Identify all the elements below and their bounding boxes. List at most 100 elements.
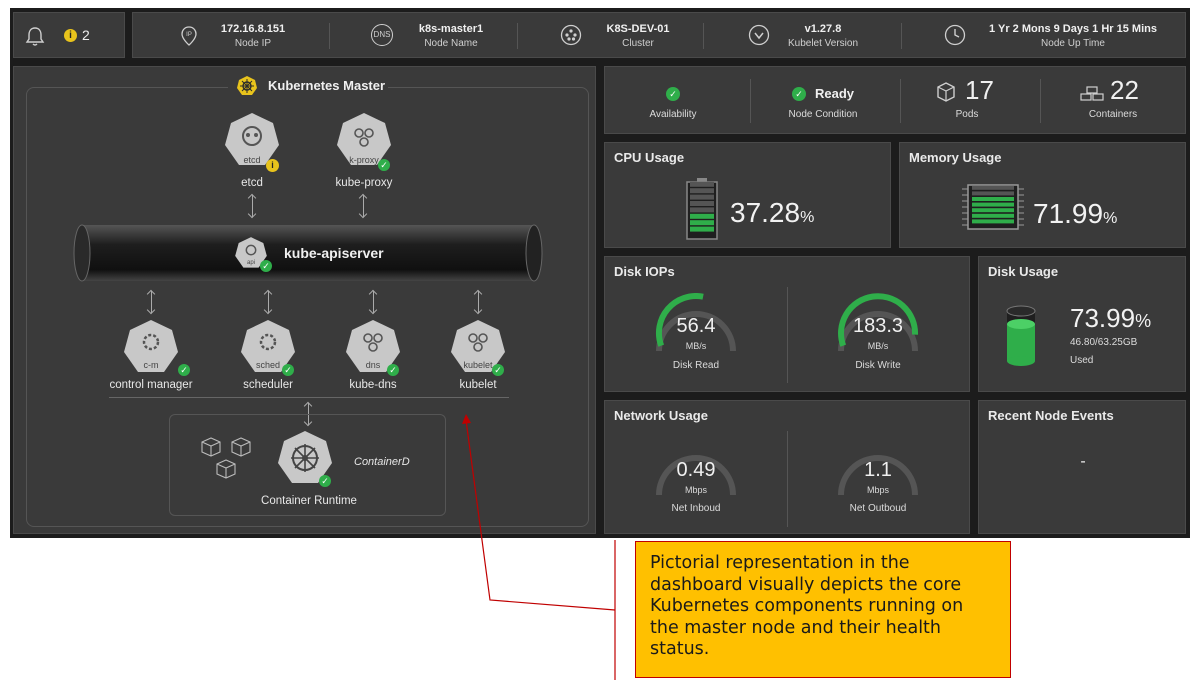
runtime-label: Container Runtime [261, 495, 357, 507]
control-manager-badge: c-m [143, 360, 159, 370]
memory-level-bar [972, 191, 1014, 196]
scheduler-label: scheduler [243, 379, 293, 391]
net-inbound-unit: Mbps [684, 485, 707, 495]
apiserver-cylinder [73, 224, 543, 282]
apiserver-icon[interactable] [234, 236, 268, 270]
clock-icon [944, 24, 966, 46]
cpu-value: 37.28% [730, 197, 815, 228]
memory-level-bar [972, 219, 1014, 224]
kubelet-version-label: Kubelet Version [787, 38, 859, 49]
disk-usage-panel: Disk Usage 73.99% 46.80/63.25GB Used [978, 256, 1186, 392]
node-condition-value: Ready [815, 86, 855, 101]
kubelet-badge: kubelet [463, 360, 493, 370]
cpu-level-bar [690, 194, 714, 200]
net-outbound-label: Net Outboud [849, 503, 907, 514]
kubelet-arrow [478, 291, 479, 313]
containers-stack-icon [1080, 86, 1104, 101]
uptime-value: 1 Yr 2 Mons 9 Days 1 Hr 15 Mins [989, 23, 1157, 35]
disk-usage-title: Disk Usage [988, 264, 1059, 279]
memory-level-bar [972, 185, 1014, 190]
disk-read-label: Disk Read [672, 360, 720, 371]
memory-title: Memory Usage [909, 150, 1002, 165]
memory-usage-panel: Memory Usage 71.99% [899, 142, 1186, 248]
scheduler-icon[interactable] [239, 318, 297, 376]
cluster-label: Cluster [622, 38, 654, 49]
scheduler-arrow [268, 291, 269, 313]
node-ip-value: 172.16.8.151 [220, 23, 286, 35]
events-title: Recent Node Events [988, 408, 1114, 423]
events-value: - [1080, 453, 1086, 470]
control-manager-icon[interactable] [122, 318, 180, 376]
node-condition-check-icon: ✓ [792, 87, 806, 101]
net-inbound-value: 0.49 [676, 459, 716, 481]
bell-icon [25, 27, 45, 46]
disk-iops-title: Disk IOPs [614, 264, 675, 279]
cpu-level-bar [690, 226, 714, 232]
node-name-label: Node Name [424, 38, 478, 49]
cpu-level-bar [690, 213, 714, 219]
cpu-level-bar [690, 220, 714, 226]
container-runtime-icon[interactable] [276, 429, 334, 487]
battery-icon [686, 178, 718, 240]
memory-level-bar [972, 197, 1014, 201]
alerts-panel[interactable]: i 2 [13, 12, 125, 58]
scheduler-badge: sched [255, 360, 281, 370]
network-usage-panel: Network Usage 0.49 Mbps Net Inboud 1.1 M… [604, 400, 970, 534]
kube-dns-icon[interactable] [344, 318, 402, 376]
disk-usage-value: 73.99% [1070, 303, 1152, 333]
container-runtime-box [169, 414, 446, 516]
disk-read-gauge [655, 293, 736, 352]
kubelet-label: kubelet [459, 379, 497, 391]
kubernetes-logo-icon [237, 76, 257, 95]
cpu-level-bar [690, 181, 714, 187]
kubelet-check-icon: ✓ [492, 364, 504, 376]
recent-events-panel[interactable]: Recent Node Events - [978, 400, 1186, 534]
net-inbound-gauge [656, 455, 736, 496]
control-manager-arrow [151, 291, 152, 313]
disk-write-label: Disk Write [855, 360, 901, 371]
cpu-level-bar [690, 201, 714, 206]
kube-proxy-badge: k-proxy [349, 155, 379, 165]
disk-write-unit: MB/s [867, 341, 889, 351]
network-title: Network Usage [614, 408, 708, 423]
control-manager-check-icon: ✓ [178, 364, 190, 376]
availability-label: Availability [649, 109, 697, 120]
net-outbound-gauge [838, 455, 918, 496]
kube-dns-arrow [373, 291, 374, 313]
pods-label: Pods [955, 109, 979, 120]
kube-proxy-label: kube-proxy [335, 177, 393, 189]
net-inbound-label: Net Inboud [671, 503, 721, 514]
kubernetes-master-panel: Kubernetes Master etcd i etcd k-proxy ✓ … [13, 66, 596, 534]
dashboard: i 2 IP 172.16.8.151 Node IP DNS k8s-mast… [10, 8, 1190, 538]
containers-icon [201, 437, 251, 479]
cluster-value: K8S-DEV-01 [606, 23, 670, 35]
warning-icon: i [64, 29, 77, 42]
disk-write-gauge [838, 293, 919, 352]
etcd-arrow [252, 195, 253, 217]
cpu-title: CPU Usage [614, 150, 685, 165]
kube-proxy-check-icon: ✓ [378, 159, 390, 171]
apiserver-check-icon: ✓ [260, 260, 272, 272]
master-title: Kubernetes Master [268, 78, 386, 93]
disk-read-value: 56.4 [676, 315, 716, 337]
memory-value: 71.99% [1033, 198, 1118, 229]
memory-level-bar [972, 202, 1014, 207]
disk-usage-detail: 46.80/63.25GB [1070, 337, 1138, 348]
callout-text: Pictorial representation in the dashboar… [650, 553, 964, 659]
node-condition-label: Node Condition [788, 109, 858, 120]
disk-usage-sub: Used [1070, 355, 1094, 366]
memory-level-bar [972, 208, 1014, 213]
node-name-value: k8s-master1 [418, 23, 484, 35]
scheduler-check-icon: ✓ [282, 364, 294, 376]
etcd-icon[interactable] [223, 111, 281, 169]
kube-proxy-icon[interactable] [335, 111, 393, 169]
pod-icon [937, 82, 955, 102]
disk-cylinder-icon [1006, 305, 1036, 366]
etcd-label: etcd [241, 177, 263, 189]
disk-read-unit: MB/s [685, 341, 707, 351]
summary-panel: ✓ Availability ✓ Ready Node Condition 17… [604, 66, 1186, 134]
memory-chip-icon [962, 184, 1024, 230]
memory-level-bar [972, 213, 1014, 218]
alert-count: 2 [82, 27, 90, 43]
kubelet-icon[interactable] [449, 318, 507, 376]
